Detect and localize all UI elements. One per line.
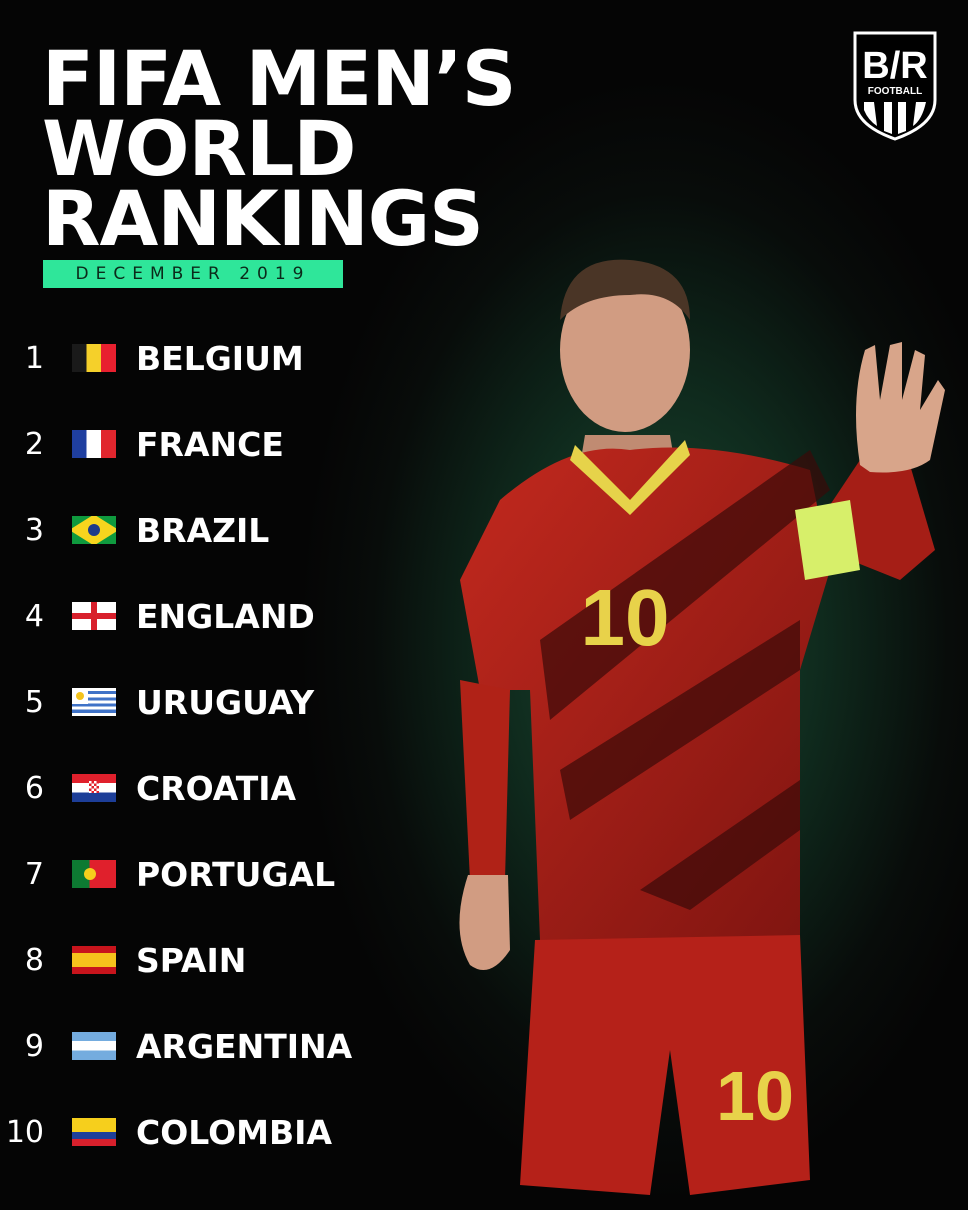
ranking-row: 6 CROATIA: [0, 768, 296, 808]
ranking-row: 2 FRANCE: [0, 424, 284, 464]
country-name: FRANCE: [136, 424, 284, 464]
rank-number: 5: [24, 684, 44, 720]
ranking-row: 10 COLOMBIA: [0, 1112, 332, 1152]
ranking-row: 7 PORTUGAL: [0, 854, 335, 894]
country-name: ENGLAND: [136, 596, 315, 636]
spain-flag-icon: [72, 946, 116, 974]
rank-number: 6: [24, 770, 44, 806]
title-line: WORLD: [42, 104, 356, 193]
country-name: COLOMBIA: [136, 1112, 332, 1152]
ranking-row: 4 ENGLAND: [0, 596, 315, 636]
title-line: FIFA MEN’S: [42, 34, 516, 123]
colombia-flag-icon: [72, 1118, 116, 1146]
portugal-flag-icon: [72, 860, 116, 888]
france-flag-icon: [72, 430, 116, 458]
rank-number: 7: [24, 856, 44, 892]
ranking-row: 1 BELGIUM: [0, 338, 304, 378]
ranking-row: 8 SPAIN: [0, 940, 246, 980]
england-flag-icon: [72, 602, 116, 630]
argentina-flag-icon: [72, 1032, 116, 1060]
page-title: FIFA MEN’S WORLD RANKINGS: [42, 34, 516, 263]
country-name: CROATIA: [136, 768, 297, 808]
svg-text:B/R: B/R: [862, 45, 927, 87]
br-football-logo: B/R FOOTBALL: [853, 31, 937, 141]
rank-number: 3: [24, 512, 44, 548]
shorts-number: 10: [716, 1057, 794, 1135]
shirt-number: 10: [581, 573, 670, 662]
croatia-flag-icon: [72, 774, 116, 802]
belgium-flag-icon: [72, 344, 116, 372]
rank-number: 4: [24, 598, 44, 634]
country-name: SPAIN: [136, 940, 247, 980]
rank-number: 8: [24, 942, 44, 978]
country-name: ARGENTINA: [136, 1026, 353, 1066]
date-badge: DECEMBER 2019: [43, 260, 343, 288]
country-name: BRAZIL: [136, 510, 270, 550]
ranking-row: 9 ARGENTINA: [0, 1026, 352, 1066]
ranking-row: 5 URUGUAY: [0, 682, 314, 722]
player-illustration: 10 10: [459, 259, 945, 1195]
rank-number: 1: [24, 340, 44, 376]
ranking-row: 3 BRAZIL: [0, 510, 269, 550]
title-line: RANKINGS: [42, 174, 484, 263]
rank-number: 2: [24, 426, 44, 462]
brazil-flag-icon: [72, 516, 116, 544]
country-name: URUGUAY: [136, 682, 315, 722]
country-name: PORTUGAL: [136, 854, 336, 894]
country-name: BELGIUM: [136, 338, 304, 378]
rank-number: 9: [24, 1028, 44, 1064]
svg-text:FOOTBALL: FOOTBALL: [868, 86, 922, 97]
rank-number: 10: [5, 1114, 44, 1150]
uruguay-flag-icon: [72, 688, 116, 716]
